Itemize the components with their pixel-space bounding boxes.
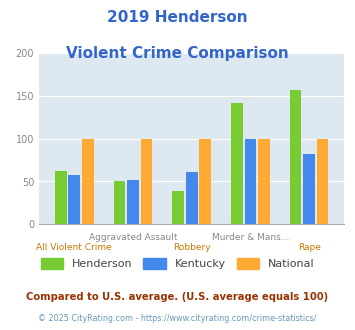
Bar <box>200 139 211 224</box>
Bar <box>231 103 243 224</box>
Bar <box>114 181 125 224</box>
Bar <box>141 139 152 224</box>
Text: 2019 Henderson: 2019 Henderson <box>107 10 248 25</box>
Bar <box>317 139 328 224</box>
Text: Compared to U.S. average. (U.S. average equals 100): Compared to U.S. average. (U.S. average … <box>26 292 329 302</box>
Bar <box>127 180 139 224</box>
Bar <box>69 176 80 224</box>
Text: Murder & Mans...: Murder & Mans... <box>212 233 289 242</box>
Bar <box>303 154 315 224</box>
Bar <box>245 139 256 224</box>
Text: Rape: Rape <box>298 243 321 251</box>
Bar <box>82 139 94 224</box>
Bar <box>55 171 67 224</box>
Bar <box>186 172 198 224</box>
Legend: Henderson, Kentucky, National: Henderson, Kentucky, National <box>36 253 319 273</box>
Text: All Violent Crime: All Violent Crime <box>37 243 112 251</box>
Text: © 2025 CityRating.com - https://www.cityrating.com/crime-statistics/: © 2025 CityRating.com - https://www.city… <box>38 314 317 323</box>
Text: Violent Crime Comparison: Violent Crime Comparison <box>66 46 289 61</box>
Text: Robbery: Robbery <box>173 243 211 251</box>
Bar <box>290 90 301 224</box>
Bar <box>258 139 270 224</box>
Text: Aggravated Assault: Aggravated Assault <box>89 233 177 242</box>
Bar <box>172 191 184 224</box>
